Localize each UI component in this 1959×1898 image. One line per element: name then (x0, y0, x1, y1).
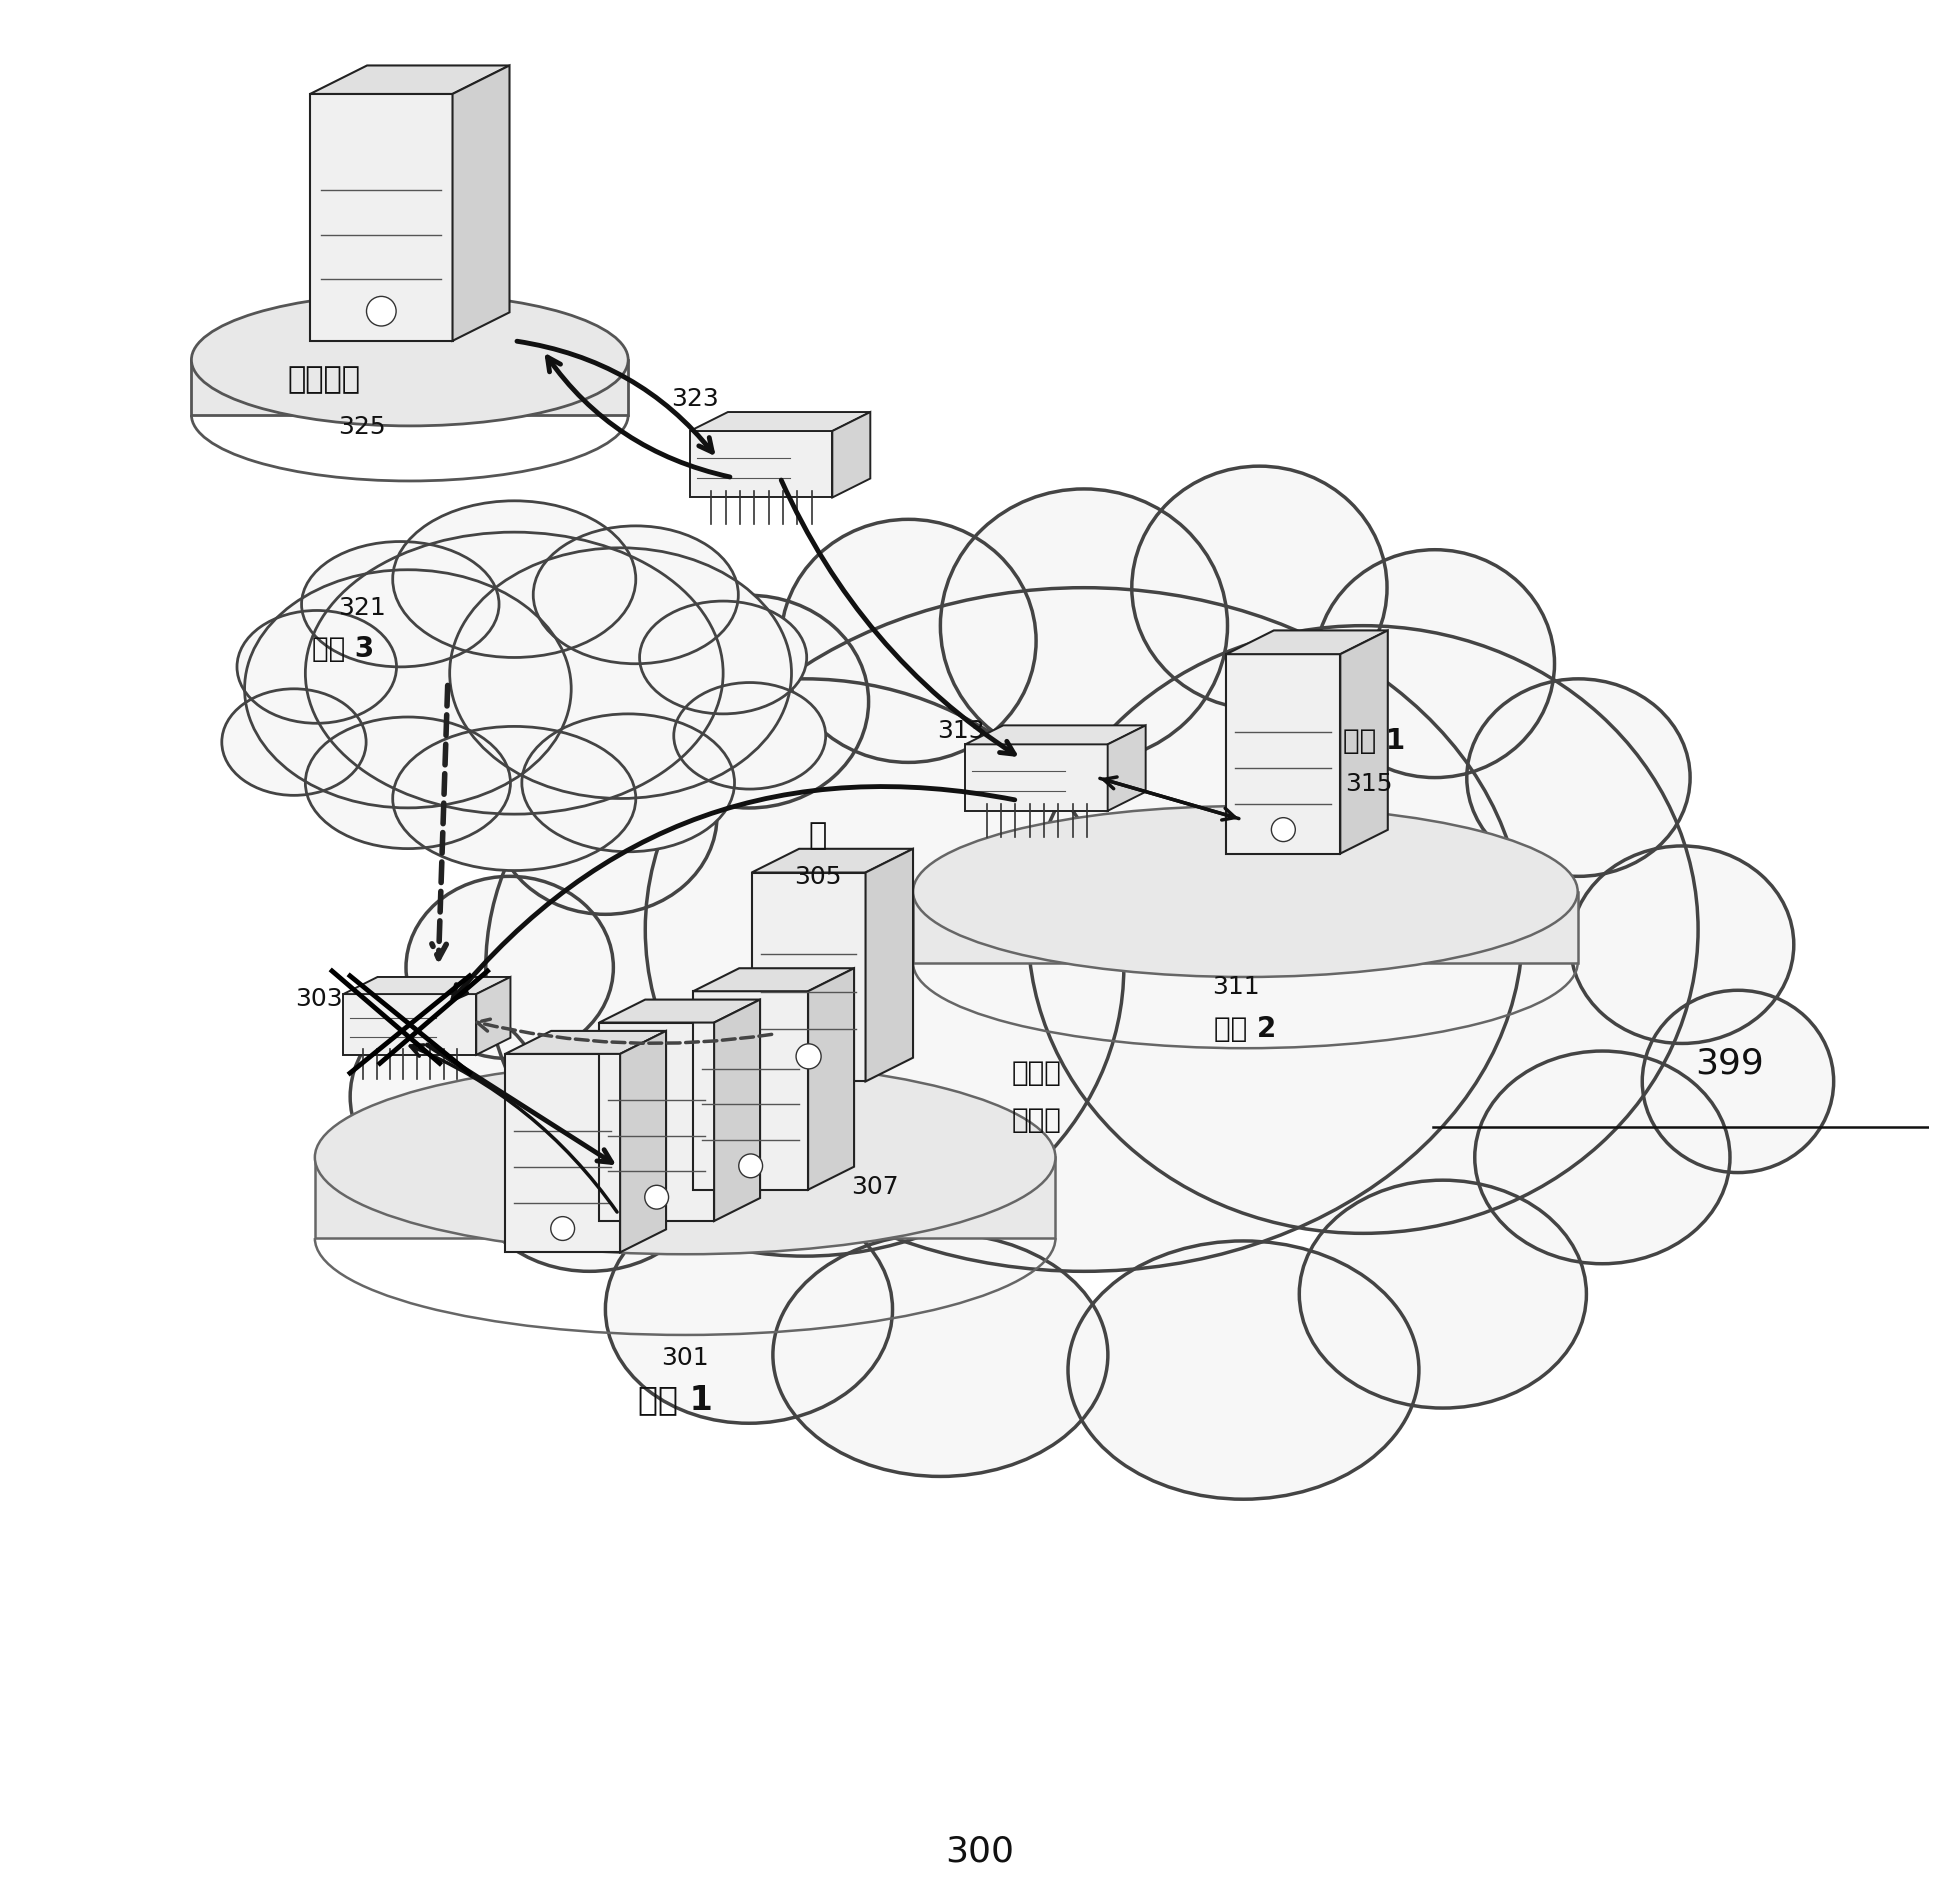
Polygon shape (752, 873, 866, 1082)
Polygon shape (966, 727, 1146, 746)
Ellipse shape (1314, 550, 1555, 778)
Polygon shape (310, 66, 509, 95)
Polygon shape (833, 414, 870, 497)
Polygon shape (343, 977, 511, 995)
Polygon shape (690, 414, 870, 433)
Ellipse shape (782, 520, 1036, 763)
Polygon shape (1340, 630, 1387, 854)
Ellipse shape (392, 727, 637, 871)
Text: 325: 325 (339, 416, 386, 438)
Circle shape (645, 1186, 668, 1209)
Circle shape (739, 1154, 762, 1179)
Polygon shape (310, 95, 453, 342)
FancyBboxPatch shape (192, 361, 629, 416)
Ellipse shape (302, 543, 500, 668)
Polygon shape (505, 1031, 666, 1055)
Circle shape (795, 1044, 821, 1069)
Text: 399: 399 (1695, 1046, 1763, 1080)
Polygon shape (599, 1023, 715, 1222)
Text: 子网 2: 子网 2 (1215, 1015, 1277, 1042)
Ellipse shape (774, 1234, 1109, 1477)
Text: 监视代理: 监视代理 (288, 364, 360, 395)
Text: 313: 313 (936, 719, 983, 742)
Ellipse shape (1132, 467, 1387, 710)
Ellipse shape (533, 526, 739, 664)
Ellipse shape (470, 1074, 709, 1272)
Ellipse shape (486, 679, 1124, 1256)
Ellipse shape (1571, 847, 1794, 1044)
Text: 311: 311 (1213, 976, 1260, 998)
Circle shape (550, 1217, 574, 1241)
Ellipse shape (237, 611, 396, 723)
Text: 303: 303 (296, 987, 343, 1010)
Ellipse shape (629, 596, 868, 809)
Polygon shape (476, 977, 511, 1055)
Text: 备份 1: 备份 1 (1344, 727, 1405, 754)
FancyBboxPatch shape (913, 892, 1577, 962)
Polygon shape (966, 746, 1107, 812)
Ellipse shape (1068, 1241, 1418, 1499)
Ellipse shape (306, 533, 723, 814)
Polygon shape (690, 433, 833, 497)
Polygon shape (693, 991, 809, 1190)
Polygon shape (599, 1000, 760, 1023)
Ellipse shape (605, 1196, 893, 1424)
Polygon shape (752, 850, 913, 873)
Circle shape (1271, 818, 1295, 843)
Text: 300: 300 (944, 1833, 1015, 1868)
Ellipse shape (221, 689, 366, 795)
Polygon shape (343, 995, 476, 1055)
Ellipse shape (351, 1006, 541, 1188)
Text: 323: 323 (670, 387, 719, 410)
Ellipse shape (1642, 991, 1834, 1173)
Polygon shape (693, 968, 854, 991)
Circle shape (366, 298, 396, 326)
FancyBboxPatch shape (315, 1158, 1056, 1237)
Ellipse shape (192, 294, 629, 427)
Ellipse shape (674, 683, 825, 790)
Ellipse shape (306, 717, 511, 848)
Polygon shape (453, 66, 509, 342)
Ellipse shape (245, 571, 572, 809)
Text: 301: 301 (662, 1346, 709, 1368)
Text: 305: 305 (793, 865, 842, 888)
Ellipse shape (521, 714, 735, 852)
Ellipse shape (406, 877, 613, 1059)
Polygon shape (1226, 630, 1387, 655)
Ellipse shape (639, 602, 807, 714)
Ellipse shape (1028, 626, 1698, 1234)
Ellipse shape (315, 1061, 1056, 1255)
Text: 321: 321 (339, 596, 386, 619)
Ellipse shape (494, 717, 717, 915)
Polygon shape (715, 1000, 760, 1222)
Ellipse shape (392, 501, 637, 659)
Ellipse shape (913, 807, 1577, 977)
Text: 子网 3: 子网 3 (311, 636, 374, 662)
Polygon shape (866, 850, 913, 1082)
Ellipse shape (451, 549, 791, 799)
Polygon shape (1107, 727, 1146, 812)
Ellipse shape (1467, 679, 1691, 877)
Text: 高容量: 高容量 (1011, 1059, 1062, 1086)
Ellipse shape (1475, 1051, 1730, 1264)
Text: 307: 307 (852, 1175, 899, 1198)
Ellipse shape (940, 490, 1228, 763)
Ellipse shape (1299, 1181, 1587, 1408)
Text: 主: 主 (809, 820, 827, 850)
Polygon shape (1226, 655, 1340, 854)
Polygon shape (621, 1031, 666, 1253)
Text: 子网 1: 子网 1 (639, 1382, 713, 1416)
Text: 消费者: 消费者 (1011, 1107, 1062, 1133)
Text: 315: 315 (1346, 772, 1393, 795)
Polygon shape (505, 1055, 621, 1253)
Polygon shape (809, 968, 854, 1190)
Ellipse shape (645, 588, 1522, 1272)
